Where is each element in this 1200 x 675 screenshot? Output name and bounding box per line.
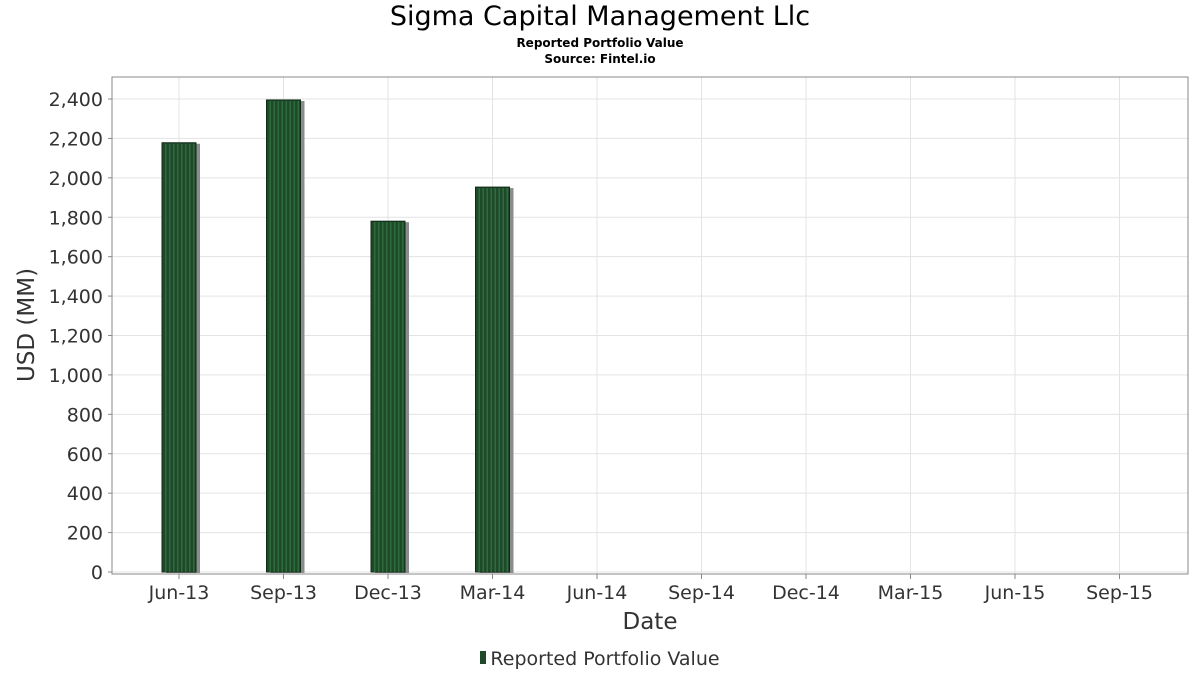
bar-stripe	[177, 143, 179, 572]
bar-stripe	[498, 188, 500, 572]
bar-stripe	[189, 143, 191, 572]
bar	[266, 99, 301, 573]
x-axis-label: Date	[623, 609, 678, 635]
x-tick-label: Dec-13	[354, 582, 422, 604]
x-tick-label: Sep-13	[250, 582, 317, 604]
bar-stripe	[494, 188, 496, 572]
bar-stripe	[398, 222, 400, 573]
y-tick-label: 2,000	[49, 168, 103, 190]
legend-swatch	[480, 651, 487, 664]
bar-stripe	[390, 222, 392, 573]
bar-stripe	[277, 100, 279, 573]
bar-stripe	[193, 143, 195, 572]
plot-frame	[111, 76, 1189, 575]
bar-stripe	[402, 222, 404, 573]
bar-stripe	[502, 188, 504, 572]
bar	[475, 186, 510, 573]
y-tick-label: 2,200	[49, 128, 103, 150]
x-tick-label: Jun-13	[148, 582, 210, 604]
chart-title: Sigma Capital Management Llc	[389, 1, 811, 32]
y-tick-label: 1,600	[49, 247, 103, 269]
bar-stripe	[486, 188, 488, 572]
x-tick-label: Jun-14	[566, 582, 628, 604]
bar-stripe	[386, 222, 388, 573]
bar-stripe	[482, 188, 484, 572]
bar-stripe	[490, 188, 492, 572]
bar-stripe	[269, 100, 271, 573]
bars	[161, 99, 514, 574]
x-tick-label: Sep-14	[668, 582, 735, 604]
bar-stripe	[289, 100, 291, 573]
y-tick-label: 1,400	[49, 286, 103, 308]
x-axis-ticks: Jun-13 Sep-13 Dec-13 Mar-14 Jun-14 Sep-14 Dec-…	[148, 574, 1153, 604]
legend-label: Reported Portfolio Value	[490, 648, 720, 670]
y-tick-label: 1,000	[49, 365, 103, 387]
chart-source: Source: Fintel.io	[544, 52, 656, 66]
y-tick-label: 800	[67, 404, 103, 426]
bar-stripe	[165, 143, 167, 572]
chart-subtitle: Reported Portfolio Value	[516, 36, 684, 50]
y-axis-ticks: 0 200 400 600 800 1,000 1,200 1,400 1,600 1,800 2,…	[49, 89, 112, 584]
x-tick-label: Mar-15	[878, 582, 944, 604]
bar-stripe	[293, 100, 295, 573]
y-tick-label: 600	[67, 444, 103, 466]
bar	[161, 142, 197, 573]
bar-stripe	[285, 100, 287, 573]
bar-stripe	[181, 143, 183, 572]
bar-stripe	[185, 143, 187, 572]
bar-stripe	[173, 143, 175, 572]
bar-stripe	[394, 222, 396, 573]
y-tick-label: 2,400	[49, 89, 103, 111]
bar-stripe	[281, 100, 283, 573]
x-tick-label: Mar-14	[460, 582, 526, 604]
x-tick-label: Dec-14	[772, 582, 840, 604]
y-tick-label: 1,200	[49, 326, 103, 348]
y-axis-label: USD (MM)	[14, 268, 40, 382]
bar-stripe	[506, 188, 508, 572]
x-tick-label: Sep-15	[1086, 582, 1153, 604]
legend: Reported Portfolio Value	[0, 648, 1200, 670]
y-tick-label: 400	[67, 483, 103, 505]
y-tick-label: 200	[67, 523, 103, 545]
bar-stripe	[273, 100, 275, 573]
y-tick-label: 1,800	[49, 207, 103, 229]
bar-stripe	[478, 188, 480, 572]
bar-stripe	[378, 222, 380, 573]
y-tick-label: 0	[91, 562, 103, 584]
bar	[370, 220, 406, 573]
bar-stripe	[297, 100, 299, 573]
x-tick-label: Jun-15	[984, 582, 1046, 604]
bar-stripe	[169, 143, 171, 572]
bar-stripe	[374, 222, 376, 573]
bar-stripe	[382, 222, 384, 573]
